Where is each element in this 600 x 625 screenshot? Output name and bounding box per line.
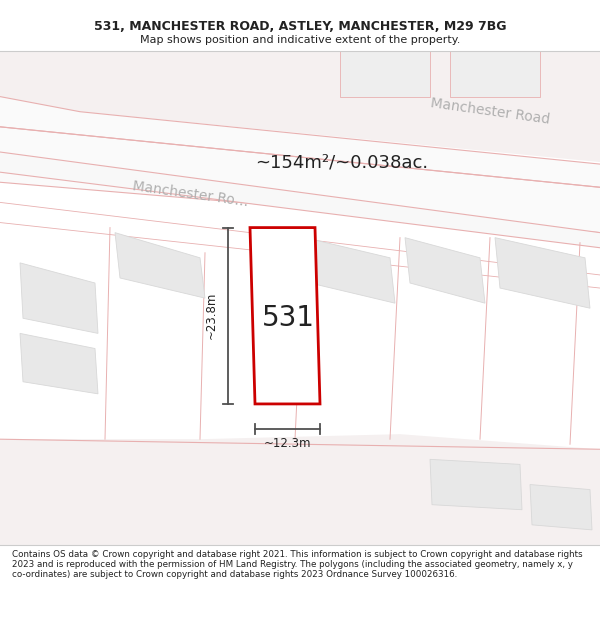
Polygon shape [450, 51, 540, 97]
Polygon shape [340, 51, 430, 97]
Text: ~154m²/~0.038ac.: ~154m²/~0.038ac. [255, 153, 428, 171]
Polygon shape [0, 97, 600, 188]
Polygon shape [305, 238, 395, 303]
Polygon shape [430, 459, 522, 510]
Text: Manchester Ro…: Manchester Ro… [131, 179, 249, 209]
Polygon shape [20, 333, 98, 394]
Text: 531, MANCHESTER ROAD, ASTLEY, MANCHESTER, M29 7BG: 531, MANCHESTER ROAD, ASTLEY, MANCHESTER… [94, 21, 506, 33]
Polygon shape [250, 228, 320, 404]
Polygon shape [0, 127, 600, 232]
Text: Map shows position and indicative extent of the property.: Map shows position and indicative extent… [140, 35, 460, 45]
Polygon shape [0, 152, 600, 248]
Text: ~23.8m: ~23.8m [205, 292, 218, 339]
Polygon shape [530, 484, 592, 530]
Polygon shape [20, 263, 98, 333]
Polygon shape [0, 51, 155, 112]
Polygon shape [0, 434, 600, 545]
Text: ~12.3m: ~12.3m [264, 437, 311, 450]
Text: 531: 531 [262, 304, 314, 332]
Polygon shape [115, 232, 205, 298]
Text: Contains OS data © Crown copyright and database right 2021. This information is : Contains OS data © Crown copyright and d… [12, 549, 583, 579]
Polygon shape [0, 51, 600, 162]
Polygon shape [405, 238, 485, 303]
Text: Manchester Road: Manchester Road [430, 96, 551, 127]
Polygon shape [495, 238, 590, 308]
